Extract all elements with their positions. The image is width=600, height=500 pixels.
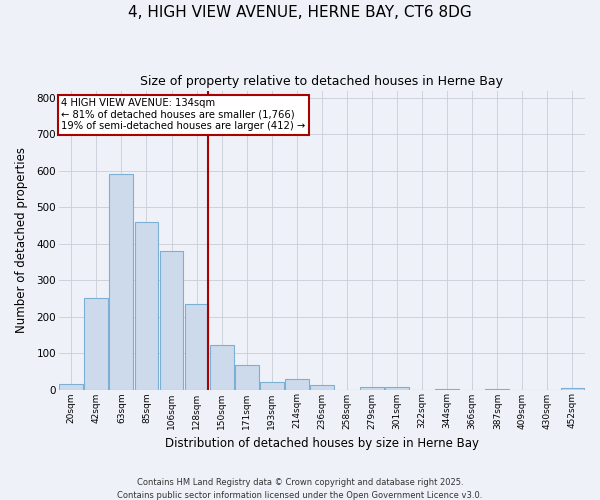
Bar (485, 389, 509, 390)
Y-axis label: Number of detached properties: Number of detached properties (15, 147, 28, 333)
Bar (59, 384, 83, 390)
X-axis label: Distribution of detached houses by size in Herne Bay: Distribution of detached houses by size … (165, 437, 479, 450)
Bar (435, 389, 459, 390)
Bar (160, 251, 184, 390)
Bar (210, 345, 233, 390)
Title: Size of property relative to detached houses in Herne Bay: Size of property relative to detached ho… (140, 75, 503, 88)
Bar (310, 385, 334, 390)
Bar (134, 222, 158, 390)
Bar (285, 378, 309, 390)
Text: 4 HIGH VIEW AVENUE: 134sqm
← 81% of detached houses are smaller (1,766)
19% of s: 4 HIGH VIEW AVENUE: 134sqm ← 81% of deta… (61, 98, 305, 131)
Bar (260, 382, 284, 390)
Bar (235, 364, 259, 390)
Bar (109, 174, 133, 390)
Bar (85, 298, 108, 390)
Text: 4, HIGH VIEW AVENUE, HERNE BAY, CT6 8DG: 4, HIGH VIEW AVENUE, HERNE BAY, CT6 8DG (128, 5, 472, 20)
Bar (560, 388, 584, 390)
Bar (185, 304, 208, 390)
Bar (385, 386, 409, 390)
Bar (360, 386, 384, 390)
Text: Contains HM Land Registry data © Crown copyright and database right 2025.
Contai: Contains HM Land Registry data © Crown c… (118, 478, 482, 500)
